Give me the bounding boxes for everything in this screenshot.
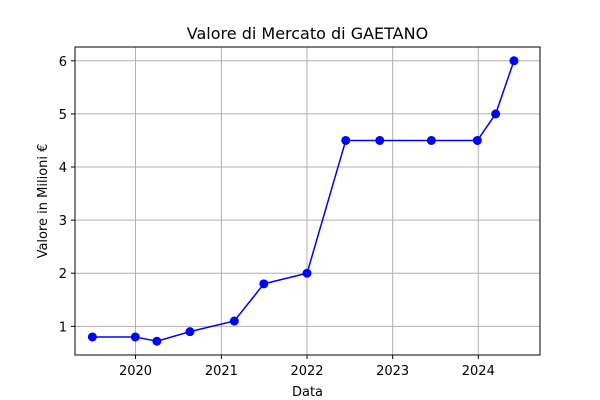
data-point — [130, 332, 140, 342]
x-tick-label: 2024 — [462, 364, 495, 379]
y-tick-label: 6 — [59, 55, 67, 70]
x-tick-label: 2021 — [205, 364, 238, 379]
data-point — [229, 316, 239, 326]
grid — [75, 47, 540, 355]
x-tick-label: 2022 — [290, 364, 323, 379]
data-point — [426, 135, 436, 145]
data-point — [302, 268, 312, 278]
ticks: 2020 2021 2022 2023 2024 1 2 3 4 5 6 — [59, 55, 495, 379]
y-tick-label: 1 — [59, 320, 67, 335]
y-tick-label: 4 — [59, 161, 67, 176]
data-point — [509, 56, 519, 66]
data-point — [259, 279, 269, 289]
x-axis-label: Data — [292, 385, 323, 400]
data-point — [472, 135, 482, 145]
data-point — [341, 135, 351, 145]
data-point — [491, 109, 501, 119]
y-tick-label: 5 — [59, 108, 67, 123]
y-tick-label: 2 — [59, 267, 67, 282]
data-point — [185, 327, 195, 337]
data-point — [375, 135, 385, 145]
data-point — [152, 336, 162, 346]
data-point — [87, 332, 97, 342]
series-layer — [87, 56, 519, 346]
y-axis-label: Valore in Milioni € — [36, 144, 51, 259]
x-tick-label: 2020 — [119, 364, 152, 379]
chart-title: Valore di Mercato di GAETANO — [187, 24, 428, 43]
y-tick-label: 3 — [59, 214, 67, 229]
x-tick-label: 2023 — [376, 364, 409, 379]
